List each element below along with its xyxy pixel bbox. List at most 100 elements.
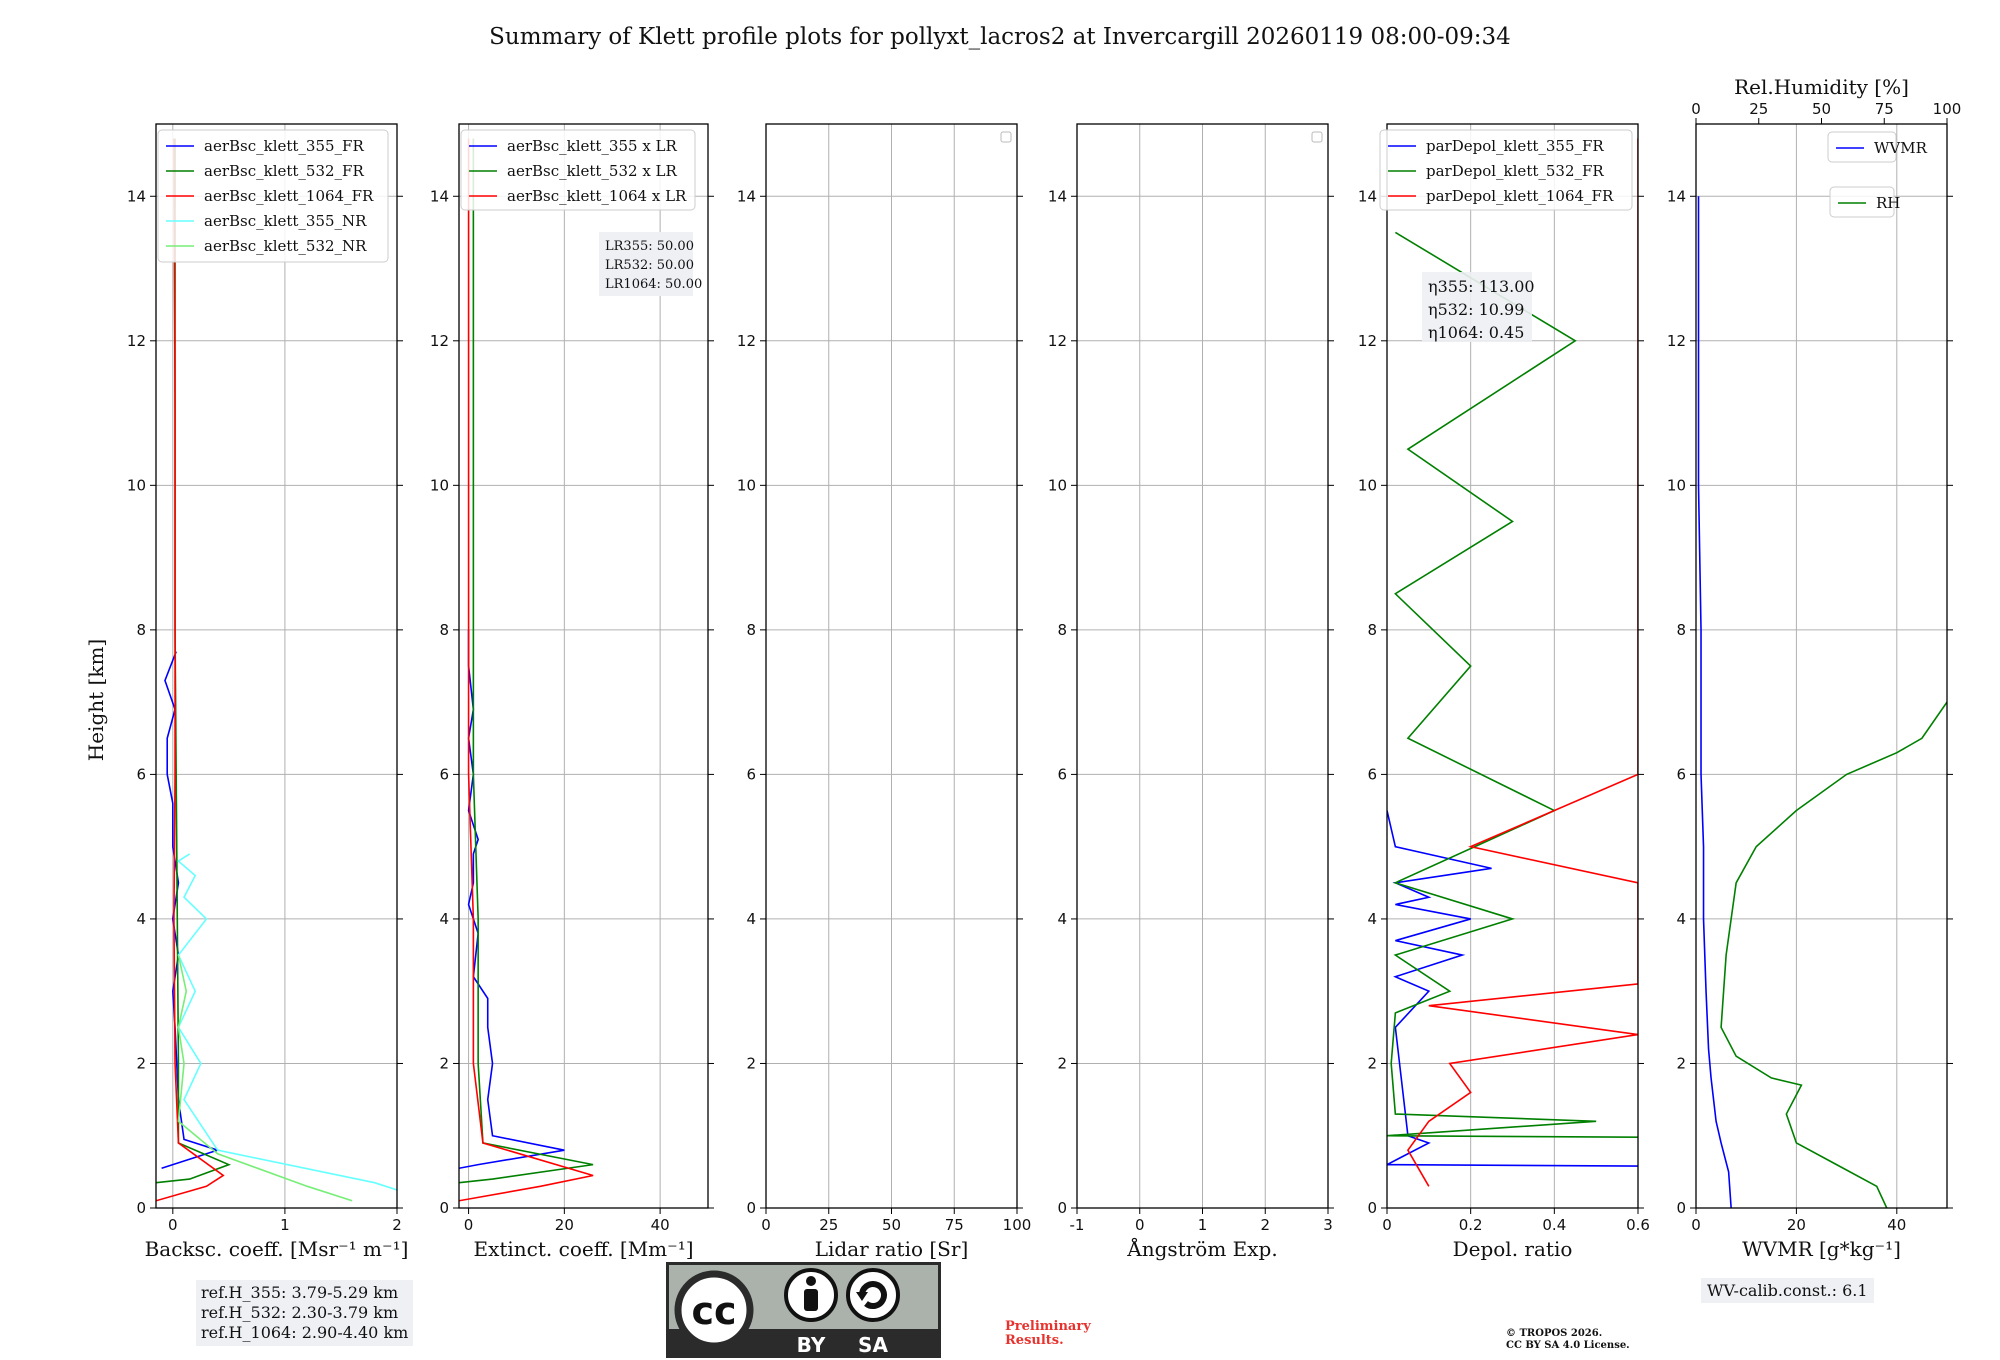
panel-ext: 0 20 40 0 2 4 6 8 10 12 14 Extinct. coeff. [Mm⁻¹] ae… xyxy=(430,123,714,1261)
x-tick-label: 2 xyxy=(1260,1216,1270,1234)
x-tick-label: 0 xyxy=(168,1216,178,1234)
x2-tick-label: 0 xyxy=(1691,100,1701,118)
x-tick-label: 0.6 xyxy=(1626,1216,1650,1234)
annotation-box xyxy=(599,232,693,296)
y-tick-label: 6 xyxy=(1676,765,1686,783)
series-line-aerBsc_klett_1064_FR xyxy=(156,138,225,1202)
legend-entry: aerBsc_klett_355_NR xyxy=(204,212,367,230)
wv-calib-box: WV-calib.const.: 6.1 xyxy=(1701,1278,1874,1303)
y-tick-label: 8 xyxy=(1057,621,1067,639)
y-tick-label: 2 xyxy=(1367,1054,1377,1072)
copyright-line-2: CC BY SA 4.0 License. xyxy=(1506,1340,1630,1351)
legend-entry: WVMR xyxy=(1874,139,1928,157)
x2-tick-label: 75 xyxy=(1875,100,1894,118)
y-tick-label: 12 xyxy=(127,332,146,350)
lidar-ratio-annotation: LR355: 50.00 LR532: 50.00 LR1064: 50.00 xyxy=(599,232,702,296)
series-group xyxy=(1387,138,1638,1187)
x-tick-label: -1 xyxy=(1070,1216,1085,1234)
legend-frame xyxy=(1829,186,1895,218)
y-tick-label: 4 xyxy=(439,910,449,928)
annotation-text: η355: 113.00 xyxy=(1428,277,1535,296)
figure-title: Summary of Klett profile plots for polly… xyxy=(489,24,1511,50)
annotation-text: LR532: 50.00 xyxy=(605,258,694,273)
x-tick-label: 0 xyxy=(464,1216,474,1234)
y-axis-label: Height [km] xyxy=(84,639,108,761)
x-tick-label: 1 xyxy=(280,1216,290,1234)
x2-tick-label: 25 xyxy=(1749,100,1768,118)
share-alike-icon xyxy=(846,1268,900,1322)
eta-annotation: η355: 113.00 η532: 10.99 η1064: 0.45 xyxy=(1422,272,1535,342)
cc-letters: cc xyxy=(691,1289,736,1333)
legend-entry: parDepol_klett_355_FR xyxy=(1426,137,1604,155)
preliminary-note: Preliminary Results. xyxy=(1005,1320,1091,1348)
axes-frame xyxy=(155,123,398,1209)
legend: parDepol_klett_355_FR parDepol_klett_532_… xyxy=(1379,129,1633,211)
series-line-WVMR xyxy=(1697,196,1732,1208)
y-tick-label: 14 xyxy=(737,187,756,205)
copyright-note: © TROPOS 2026. CC BY SA 4.0 License. xyxy=(1506,1328,1630,1352)
legend-entry: aerBsc_klett_532_FR xyxy=(204,162,364,180)
x-tick-label: 0.4 xyxy=(1542,1216,1566,1234)
empty-legend xyxy=(1000,131,1012,143)
x-axis-label: Depol. ratio xyxy=(1453,1237,1573,1261)
y-tick-label: 4 xyxy=(1057,910,1067,928)
annotation-text: η1064: 0.45 xyxy=(1428,323,1524,342)
x-tick-label: 3 xyxy=(1323,1216,1333,1234)
annotation-box xyxy=(1422,272,1532,342)
legend-entry: aerBsc_klett_1064_FR xyxy=(204,187,374,205)
x-tick-label: 75 xyxy=(945,1216,964,1234)
x-tick-label: 0 xyxy=(1691,1216,1701,1234)
y-tick-label: 6 xyxy=(1367,765,1377,783)
legend-entry: parDepol_klett_532_FR xyxy=(1426,162,1604,180)
y-tick-label: 0 xyxy=(439,1199,449,1217)
y-tick-label: 10 xyxy=(737,476,756,494)
panel-wv: 0 20 40 0 2 4 6 8 10 12 14 WVMR [g*kg⁻¹] 0 25 50 75 100 R… xyxy=(1667,75,1961,1261)
x2-tick-label: 50 xyxy=(1812,100,1831,118)
legend: aerBsc_klett_355_FR aerBsc_klett_532_FRae… xyxy=(157,129,389,263)
ref-h-1064: ref.H_1064: 2.90-4.40 km xyxy=(201,1323,409,1342)
legend: aerBsc_klett_355 x LR aerBsc_klett_532 x … xyxy=(460,129,696,211)
y-tick-label: 14 xyxy=(1667,187,1686,205)
y-tick-label: 6 xyxy=(439,765,449,783)
legend-entry: aerBsc_klett_355_FR xyxy=(204,137,364,155)
y-tick-label: 4 xyxy=(1676,910,1686,928)
series-line-aerBsc_klett_355_NR xyxy=(177,853,397,1191)
y-tick-label: 10 xyxy=(1048,476,1067,494)
y-tick-label: 12 xyxy=(1048,332,1067,350)
series-line-parDepol_klett_355_FR xyxy=(1387,810,1638,1167)
y-tick-label: 4 xyxy=(136,910,146,928)
series-group xyxy=(156,138,397,1202)
y-tick-label: 10 xyxy=(1667,476,1686,494)
y-tick-label: 0 xyxy=(1057,1199,1067,1217)
copyright-line-1: © TROPOS 2026. xyxy=(1506,1328,1603,1339)
badge-by-label: BY xyxy=(797,1333,826,1357)
ref-h-532: ref.H_532: 2.30-3.79 km xyxy=(201,1303,399,1322)
x-tick-label: 0 xyxy=(1135,1216,1145,1234)
y-tick-label: 2 xyxy=(1057,1054,1067,1072)
preliminary-line-2: Results. xyxy=(1005,1333,1064,1348)
x-tick-label: 20 xyxy=(1787,1216,1806,1234)
x-tick-label: 100 xyxy=(1003,1216,1032,1234)
series-group xyxy=(459,138,594,1202)
x2-axis-label: Rel.Humidity [%] xyxy=(1734,75,1909,99)
cc-circle-icon xyxy=(674,1270,754,1350)
cc-by-sa-badge: cc BY SA xyxy=(666,1262,941,1358)
y-tick-label: 6 xyxy=(746,765,756,783)
x-tick-label: 0 xyxy=(1382,1216,1392,1234)
y-tick-label: 10 xyxy=(430,476,449,494)
y-tick-label: 12 xyxy=(1667,332,1686,350)
legend-frame xyxy=(460,129,696,211)
x-tick-label: 0.2 xyxy=(1459,1216,1483,1234)
legend-frame xyxy=(1379,129,1633,211)
y-tick-label: 8 xyxy=(1367,621,1377,639)
panel-lr: 0 25 50 75 100 0 2 4 6 8 10 12 14 Lidar ratio [Sr] xyxy=(737,123,1032,1261)
y-tick-label: 2 xyxy=(746,1054,756,1072)
y-tick-label: 12 xyxy=(430,332,449,350)
x-axis-label: Extinct. coeff. [Mm⁻¹] xyxy=(473,1237,693,1261)
x-axis-label: Backsc. coeff. [Msr⁻¹ m⁻¹] xyxy=(145,1237,409,1261)
series-line-parDepol_klett_532_FR xyxy=(1387,231,1638,1138)
legend: RH xyxy=(1829,186,1900,218)
legend-entry: parDepol_klett_1064_FR xyxy=(1426,187,1614,205)
